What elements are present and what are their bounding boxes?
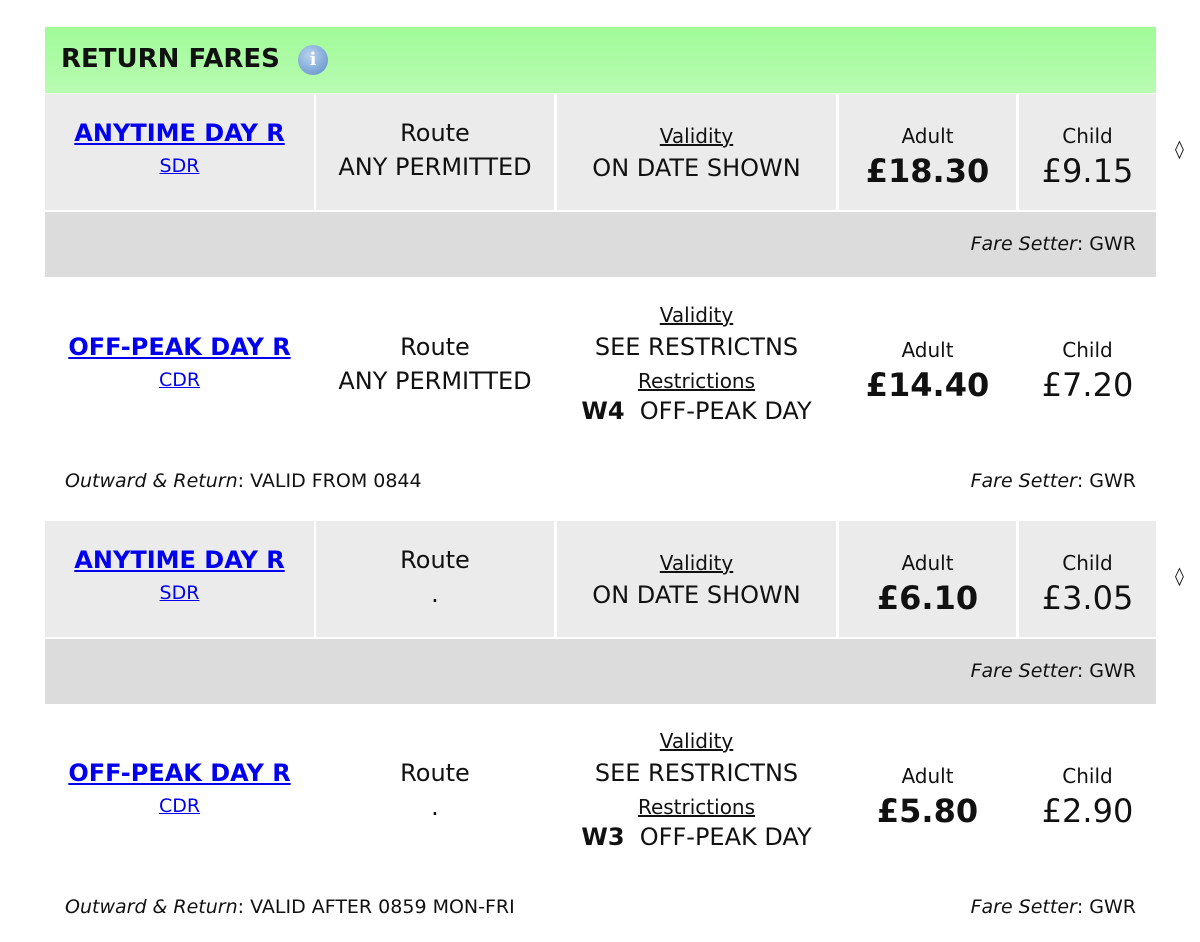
- validity-link[interactable]: Validity: [659, 124, 734, 148]
- fare-name-link[interactable]: OFF-PEAK DAY R: [68, 759, 291, 787]
- child-price: £9.15: [1041, 152, 1134, 190]
- fare-row: ANYTIME DAY R SDR Route ANY PERMITTED Va…: [45, 94, 1156, 210]
- adult-price: £6.10: [876, 579, 979, 617]
- adult-price: £5.80: [876, 792, 979, 830]
- fare-setter-row: Outward & Return: VALID FROM 0844 Fare Se…: [45, 449, 1156, 514]
- fare-row: OFF-PEAK DAY R CDR Route ANY PERMITTED V…: [45, 278, 1156, 454]
- fare-name-link[interactable]: ANYTIME DAY R: [74, 119, 285, 147]
- fare-row: ANYTIME DAY R SDR Route . Validity ON DA…: [45, 521, 1156, 637]
- route-label: Route: [400, 333, 470, 361]
- child-label: Child: [1062, 764, 1113, 788]
- validity-link[interactable]: Validity: [659, 551, 734, 575]
- fare-setter-row: Fare Setter: GWR: [45, 639, 1156, 704]
- fare-row: OFF-PEAK DAY R CDR Route . Validity SEE …: [45, 704, 1156, 880]
- fare-setter-row: Outward & Return: VALID AFTER 0859 MON-F…: [45, 875, 1156, 940]
- restriction-text: OFF-PEAK DAY: [639, 397, 812, 425]
- route-label: Route: [400, 119, 470, 147]
- child-price: £3.05: [1041, 579, 1134, 617]
- fare-setter: Fare Setter: GWR: [970, 896, 1136, 918]
- fare-code-link[interactable]: CDR: [158, 795, 201, 817]
- adult-label: Adult: [901, 764, 954, 788]
- restriction-code: W4: [581, 397, 625, 425]
- section-title: RETURN FARES: [61, 44, 280, 74]
- child-label: Child: [1062, 124, 1113, 148]
- route-value: ANY PERMITTED: [338, 153, 532, 181]
- validity-value: ON DATE SHOWN: [592, 581, 801, 609]
- fare-name-link[interactable]: OFF-PEAK DAY R: [68, 333, 291, 361]
- adult-label: Adult: [901, 551, 954, 575]
- fare-code-link[interactable]: SDR: [159, 155, 200, 177]
- child-label: Child: [1062, 338, 1113, 362]
- validity-value: SEE RESTRICTNS: [594, 759, 799, 787]
- fare-setter: Fare Setter: GWR: [970, 470, 1136, 492]
- validity-value: SEE RESTRICTNS: [594, 333, 799, 361]
- restrictions-link[interactable]: Restrictions: [637, 795, 756, 819]
- validity-link[interactable]: Validity: [659, 729, 734, 753]
- outward-return-info: Outward & Return: VALID AFTER 0859 MON-F…: [65, 896, 515, 918]
- validity-value: ON DATE SHOWN: [592, 154, 801, 182]
- outward-return-info: Outward & Return: VALID FROM 0844: [65, 470, 422, 492]
- child-label: Child: [1062, 551, 1113, 575]
- fare-setter: Fare Setter: GWR: [970, 660, 1136, 682]
- fare-setter: Fare Setter: GWR: [970, 233, 1136, 255]
- route-value: .: [431, 793, 439, 821]
- diamond-icon: ◊: [1175, 566, 1184, 587]
- diamond-icon: ◊: [1175, 139, 1184, 160]
- child-price: £7.20: [1041, 366, 1134, 404]
- route-label: Route: [400, 759, 470, 787]
- restrictions-link[interactable]: Restrictions: [637, 369, 756, 393]
- fare-setter-row: Fare Setter: GWR: [45, 212, 1156, 277]
- route-value: .: [431, 580, 439, 608]
- restriction-code: W3: [581, 823, 625, 851]
- adult-price: £18.30: [865, 152, 990, 190]
- adult-price: £14.40: [865, 366, 990, 404]
- route-value: ANY PERMITTED: [338, 367, 532, 395]
- fare-code-link[interactable]: SDR: [159, 582, 200, 604]
- restriction-text: OFF-PEAK DAY: [639, 823, 812, 851]
- route-label: Route: [400, 546, 470, 574]
- validity-link[interactable]: Validity: [659, 303, 734, 327]
- fare-code-link[interactable]: CDR: [158, 369, 201, 391]
- fare-name-link[interactable]: ANYTIME DAY R: [74, 546, 285, 574]
- adult-label: Adult: [901, 124, 954, 148]
- adult-label: Adult: [901, 338, 954, 362]
- return-fares-header: RETURN FARES i: [45, 27, 1156, 93]
- info-icon[interactable]: i: [298, 45, 328, 75]
- child-price: £2.90: [1041, 792, 1134, 830]
